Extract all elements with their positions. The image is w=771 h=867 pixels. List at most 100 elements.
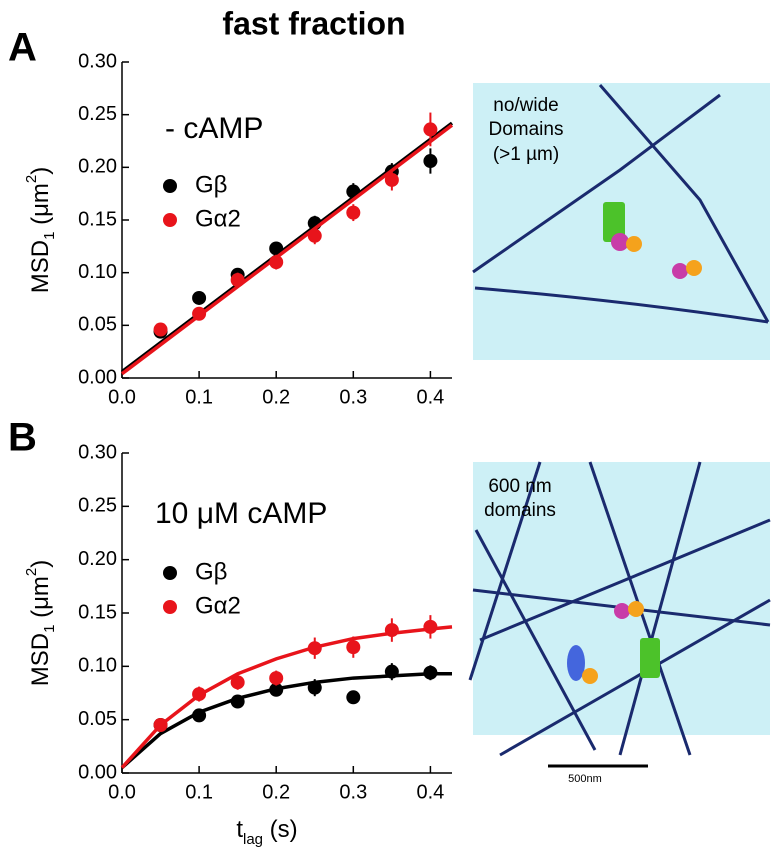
data-point: [307, 641, 322, 656]
data-point: [153, 718, 168, 732]
data-point: [153, 322, 168, 337]
g-protein: [614, 603, 630, 619]
y-tick-label: 0.05: [78, 314, 117, 336]
legend-label: Gα2: [195, 205, 241, 232]
legend-label: Gα2: [195, 592, 241, 619]
y-tick-label: 0.00: [78, 366, 117, 388]
data-point: [423, 154, 438, 169]
g-protein: [672, 263, 688, 279]
panel-label: A: [8, 26, 37, 70]
y-tick-label: 0.15: [78, 208, 117, 230]
y-tick-label: 0.00: [78, 761, 117, 783]
data-point: [346, 690, 361, 705]
x-axis-label-part: (s): [263, 816, 298, 843]
y-axis-label-part: 2: [23, 175, 40, 183]
filaments: [472, 84, 770, 324]
y-tick-label: 0.30: [78, 441, 117, 463]
data-point: [346, 640, 361, 655]
x-axis-label-part: lag: [243, 831, 263, 848]
y-axis-label-part: 1: [41, 625, 58, 633]
scale-bar-label: 500nm: [568, 773, 602, 785]
g-protein: [628, 601, 644, 617]
schematic-b: 600 nm domains 500nm: [468, 461, 771, 785]
data-point: [269, 682, 284, 697]
x-tick-label: 0.2: [262, 781, 290, 803]
legend-label: Gβ: [195, 558, 227, 585]
x-tick-label: 0.4: [417, 781, 445, 803]
g-protein: [611, 233, 629, 251]
y-axis-label: MSD1 (μm2): [23, 560, 58, 687]
data-point: [307, 228, 322, 243]
annotation: 10 μM cAMP: [155, 497, 327, 530]
data-point: [269, 255, 284, 270]
schematic-label: 600 nm: [488, 476, 551, 497]
data-point: [384, 664, 399, 679]
x-axis-label-part: t: [236, 816, 243, 843]
x-tick-label: 0.1: [185, 781, 213, 803]
x-axis-label: tlag (s): [236, 816, 297, 848]
x-tick-label: 0.2: [262, 386, 290, 408]
legend-marker: [163, 566, 177, 580]
x-tick-label: 0.3: [339, 386, 367, 408]
y-axis-label-part: ): [27, 167, 54, 175]
y-axis-label: MSD1 (μm2): [23, 167, 58, 294]
filaments: [468, 461, 771, 757]
data-point: [192, 708, 207, 723]
panel-label: B: [8, 416, 37, 460]
data-point: [230, 694, 245, 709]
legend-marker: [163, 213, 177, 227]
y-tick-label: 0.20: [78, 548, 117, 570]
y-axis-label-part: MSD: [27, 240, 54, 293]
y-axis-label-part: MSD: [27, 633, 54, 686]
x-tick-label: 0.3: [339, 781, 367, 803]
y-tick-label: 0.25: [78, 103, 117, 125]
schematic-label: (>1 µm): [493, 144, 559, 165]
y-tick-label: 0.20: [78, 156, 117, 178]
data-point: [346, 205, 361, 220]
y-axis-label-part: (μm: [27, 576, 54, 624]
figure-title: fast fraction: [222, 5, 405, 41]
schematic-label: no/wide: [493, 95, 559, 116]
y-axis-label-part: 2: [23, 568, 40, 576]
data-point: [192, 290, 207, 305]
x-tick-label: 0.0: [108, 386, 136, 408]
data-point: [423, 122, 438, 137]
y-tick-label: 0.25: [78, 495, 117, 517]
data-point: [269, 671, 284, 686]
g-protein: [626, 236, 642, 252]
data-point: [384, 623, 399, 638]
data-point: [230, 675, 245, 690]
receptor: [603, 202, 625, 242]
legend-label: Gβ: [195, 171, 227, 198]
data-point: [192, 687, 207, 702]
y-axis-label-part: 1: [41, 232, 58, 240]
y-tick-label: 0.10: [78, 261, 117, 283]
schematic-a: no/wide Domains (>1 µm): [472, 83, 770, 360]
x-tick-label: 0.0: [108, 781, 136, 803]
x-tick-label: 0.1: [185, 386, 213, 408]
data-point: [192, 306, 207, 321]
membrane-area: [473, 462, 770, 735]
schematic-label: domains: [484, 500, 556, 521]
y-axis-label-part: (μm: [27, 183, 54, 231]
data-point: [307, 680, 322, 695]
legend-marker: [163, 179, 177, 193]
fit-line: [120, 123, 454, 376]
receptor: [640, 638, 660, 678]
x-tick-label: 0.4: [417, 386, 445, 408]
data-point: [423, 665, 438, 680]
data-point: [384, 172, 399, 187]
y-axis-label-part: ): [27, 560, 54, 568]
y-tick-label: 0.10: [78, 655, 117, 677]
annotation: - cAMP: [165, 112, 263, 145]
fit-line: [120, 625, 453, 769]
effector: [567, 645, 585, 681]
data-point: [230, 273, 245, 288]
data-point: [423, 619, 438, 634]
fit-line: [120, 672, 452, 769]
y-tick-label: 0.05: [78, 708, 117, 730]
legend-marker: [163, 600, 177, 614]
g-protein: [582, 668, 598, 684]
schematic-label: Domains: [489, 119, 564, 140]
